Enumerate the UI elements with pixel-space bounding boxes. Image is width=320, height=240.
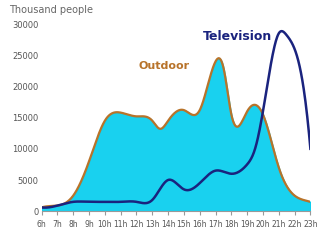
Text: Thousand people: Thousand people [9, 5, 93, 15]
Text: Outdoor: Outdoor [138, 61, 189, 72]
Text: Television: Television [203, 30, 272, 43]
